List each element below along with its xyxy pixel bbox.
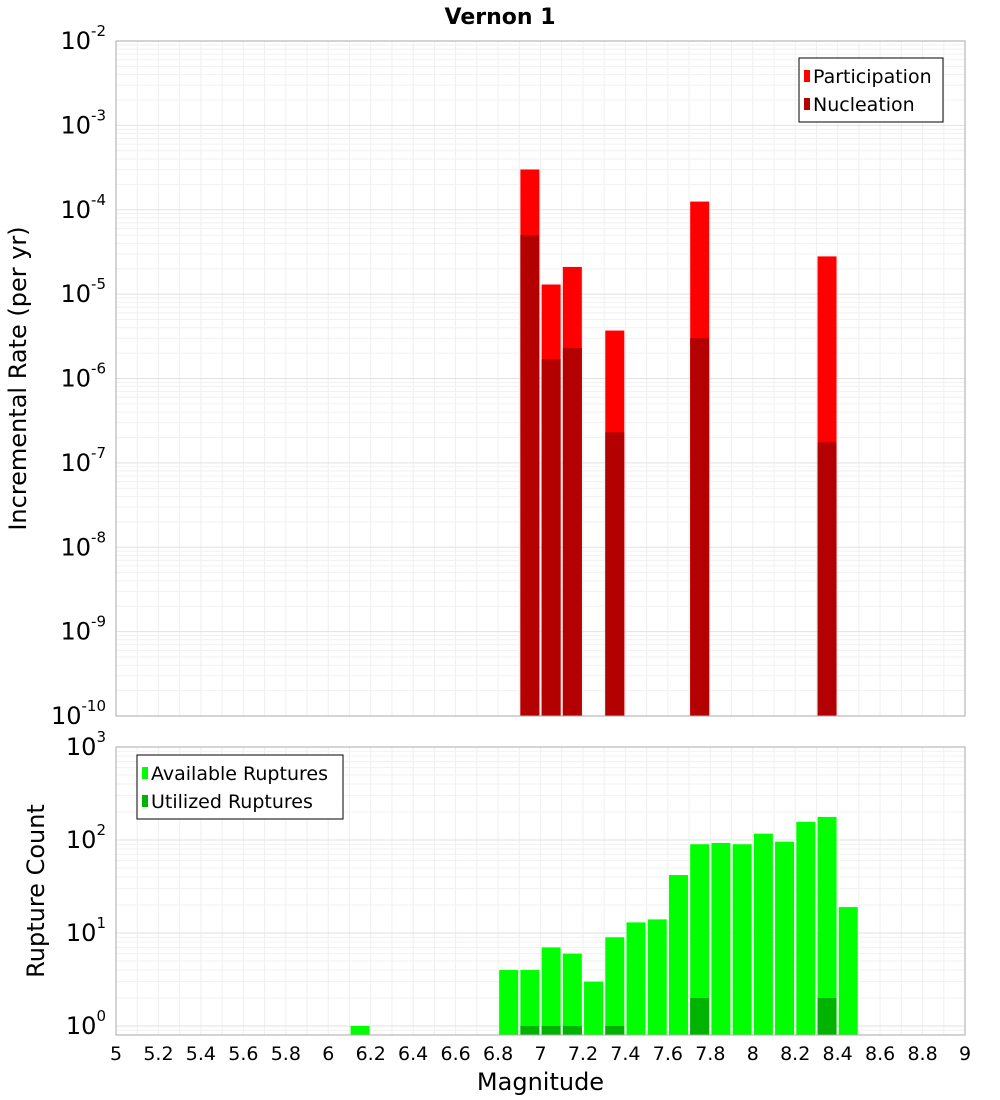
top-plot-grid [115, 41, 966, 717]
x-tick-label: 7.2 [568, 1043, 598, 1065]
bar-nucleation [541, 359, 561, 716]
x-tick-label: 6 [322, 1043, 334, 1065]
top-plot-bars [520, 169, 837, 716]
bar-available-ruptures [817, 816, 837, 1035]
bar-available-ruptures [838, 907, 858, 1035]
y-tick-label: 101 [66, 914, 106, 947]
bottom-plot-frame [115, 746, 966, 1036]
x-tick-label: 5.6 [228, 1043, 258, 1065]
x-tick-label: 8.2 [780, 1043, 810, 1065]
y-tick-label: 10-8 [60, 528, 106, 561]
x-tick-label: 8.6 [865, 1043, 895, 1065]
y-tick-label: 10-5 [60, 275, 106, 308]
x-tick-label: 8.8 [907, 1043, 937, 1065]
legend-swatch [804, 70, 810, 82]
bar-nucleation [817, 442, 837, 716]
x-tick-label: 5 [110, 1043, 122, 1065]
x-axis-label: Magnitude [477, 1068, 604, 1096]
bar-utilized-ruptures [520, 1025, 540, 1035]
chart-title: Vernon 1 [445, 5, 556, 30]
bar-utilized-ruptures [605, 1025, 625, 1035]
legend-label: Participation [813, 66, 932, 88]
bar-available-ruptures [499, 969, 519, 1035]
bar-available-ruptures [562, 953, 582, 1035]
x-tick-label: 7.4 [610, 1043, 640, 1065]
top-plot-frame [115, 40, 966, 717]
bar-utilized-ruptures [541, 1025, 561, 1035]
legend-label: Available Ruptures [151, 763, 328, 785]
top-legend: Participation Nucleation [798, 57, 944, 123]
y-tick-label: 10-3 [60, 106, 106, 139]
y-tick-label: 10-9 [60, 613, 106, 646]
x-tick-label: 6.2 [356, 1043, 386, 1065]
y-tick-label: 10-6 [60, 360, 106, 393]
legend-swatch [804, 98, 810, 110]
bar-available-ruptures [584, 981, 604, 1035]
bar-available-ruptures [732, 844, 752, 1035]
legend-box [136, 754, 344, 820]
bar-utilized-ruptures [562, 1025, 582, 1035]
bar-available-ruptures [668, 875, 688, 1035]
bar-available-ruptures [626, 922, 646, 1035]
bar-available-ruptures [350, 1025, 370, 1035]
legend-swatch [142, 795, 148, 807]
bar-available-ruptures [520, 969, 540, 1035]
top-y-axis-label: Incremental Rate (per yr) [4, 226, 32, 530]
x-tick-label: 7.8 [695, 1043, 725, 1065]
bar-available-ruptures [605, 937, 625, 1035]
bar-available-ruptures [690, 844, 710, 1035]
bar-nucleation [605, 432, 625, 716]
y-tick-label: 10-2 [60, 22, 106, 55]
x-tick-label: 6.4 [398, 1043, 428, 1065]
legend-box [798, 57, 944, 123]
bottom-y-ticks: 103 102 101 100 [66, 728, 106, 1040]
legend-label: Utilized Ruptures [151, 791, 313, 813]
top-y-ticks: 10-2 10-3 10-4 10-5 10-6 10-7 10-8 10-9 10-10 [51, 22, 106, 730]
bottom-plot-bars [350, 816, 858, 1035]
x-tick-label: 7 [534, 1043, 546, 1065]
bar-nucleation [562, 347, 582, 716]
bar-nucleation [520, 235, 540, 716]
bar-utilized-ruptures [817, 997, 837, 1035]
bar-available-ruptures [796, 821, 816, 1035]
bar-available-ruptures [541, 947, 561, 1035]
x-ticks: 5 5.2 5.4 5.6 5.8 6 6.2 6.4 6.6 6.8 7 7.2 7.4 7.6 7.8 8… [110, 1043, 971, 1065]
bar-utilized-ruptures [690, 997, 710, 1035]
bar-available-ruptures [753, 833, 773, 1035]
x-tick-label: 6.8 [483, 1043, 513, 1065]
bar-available-ruptures [775, 841, 795, 1035]
bottom-y-axis-label: Rupture Count [22, 804, 50, 978]
x-tick-label: 9 [959, 1043, 971, 1065]
bottom-legend: Available Ruptures Utilized Ruptures [136, 754, 344, 820]
x-tick-label: 8 [747, 1043, 759, 1065]
bar-available-ruptures [647, 919, 667, 1035]
y-tick-label: 103 [66, 728, 106, 761]
y-tick-label: 10-10 [51, 697, 106, 730]
bar-nucleation [690, 338, 710, 716]
x-tick-label: 5.4 [186, 1043, 216, 1065]
legend-label: Nucleation [813, 94, 915, 116]
x-tick-label: 8.4 [823, 1043, 853, 1065]
y-tick-label: 100 [66, 1007, 106, 1040]
bar-available-ruptures [711, 842, 731, 1035]
y-tick-label: 10-4 [60, 191, 106, 224]
x-tick-label: 6.6 [440, 1043, 470, 1065]
x-tick-label: 7.6 [653, 1043, 683, 1065]
y-tick-label: 102 [66, 821, 106, 854]
x-tick-label: 5.8 [271, 1043, 301, 1065]
x-tick-label: 5.2 [143, 1043, 173, 1065]
legend-swatch [142, 767, 148, 779]
y-tick-label: 10-7 [60, 444, 106, 477]
